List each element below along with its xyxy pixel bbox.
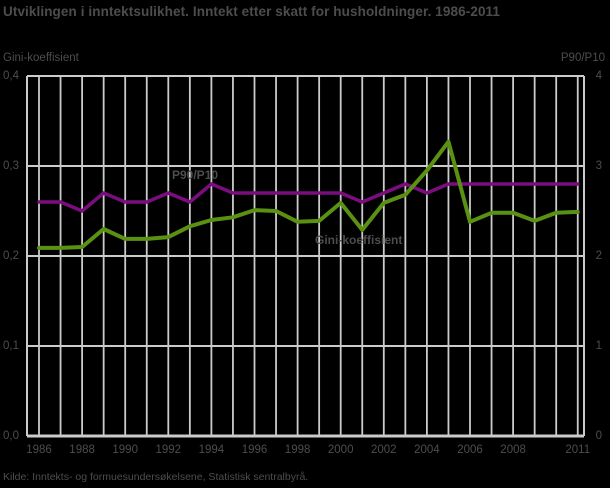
left-tick-label: 0,0 xyxy=(3,430,19,442)
x-tick-label: 2006 xyxy=(457,444,483,456)
left-axis-title: Gini-koeffisient xyxy=(3,52,79,64)
x-tick-label: 2002 xyxy=(371,444,397,456)
x-tick-label: 1988 xyxy=(69,444,95,456)
chart-title: Utviklingen i inntektsulikhet. Inntekt e… xyxy=(3,4,501,19)
x-tick-label: 2000 xyxy=(327,444,354,456)
source-note: Kilde: Inntekts- og formuesundersøkelsen… xyxy=(3,471,309,483)
left-tick-label: 0,1 xyxy=(3,340,19,352)
x-tick-label: 1990 xyxy=(112,444,138,456)
x-tick-label: 1994 xyxy=(198,444,225,456)
x-tick-label: 2004 xyxy=(414,444,440,456)
x-tick-label: 1998 xyxy=(284,444,311,456)
x-tick-label: 1996 xyxy=(241,444,268,456)
x-tick-label: 1986 xyxy=(26,444,52,456)
left-tick-label: 0,2 xyxy=(3,250,19,262)
series-line-gini xyxy=(37,139,580,250)
series-label-p90p10: P90/P10 xyxy=(172,168,219,182)
series-line-p90p10 xyxy=(37,182,580,213)
right-axis-title: P90/P10 xyxy=(560,52,605,64)
series-label-gini: Gini-koeffisient xyxy=(315,233,403,247)
x-tick-label: 1992 xyxy=(155,444,182,456)
right-tick-label: 3 xyxy=(595,160,602,172)
right-tick-label: 4 xyxy=(595,70,602,82)
right-tick-label: 2 xyxy=(595,250,602,262)
right-tick-label: 1 xyxy=(595,340,602,352)
x-tick-label: 2011 xyxy=(565,444,591,456)
left-tick-label: 0,3 xyxy=(3,160,19,172)
right-tick-label: 0 xyxy=(595,430,602,442)
left-tick-label: 0,4 xyxy=(3,70,19,82)
x-tick-label: 2008 xyxy=(500,444,526,456)
